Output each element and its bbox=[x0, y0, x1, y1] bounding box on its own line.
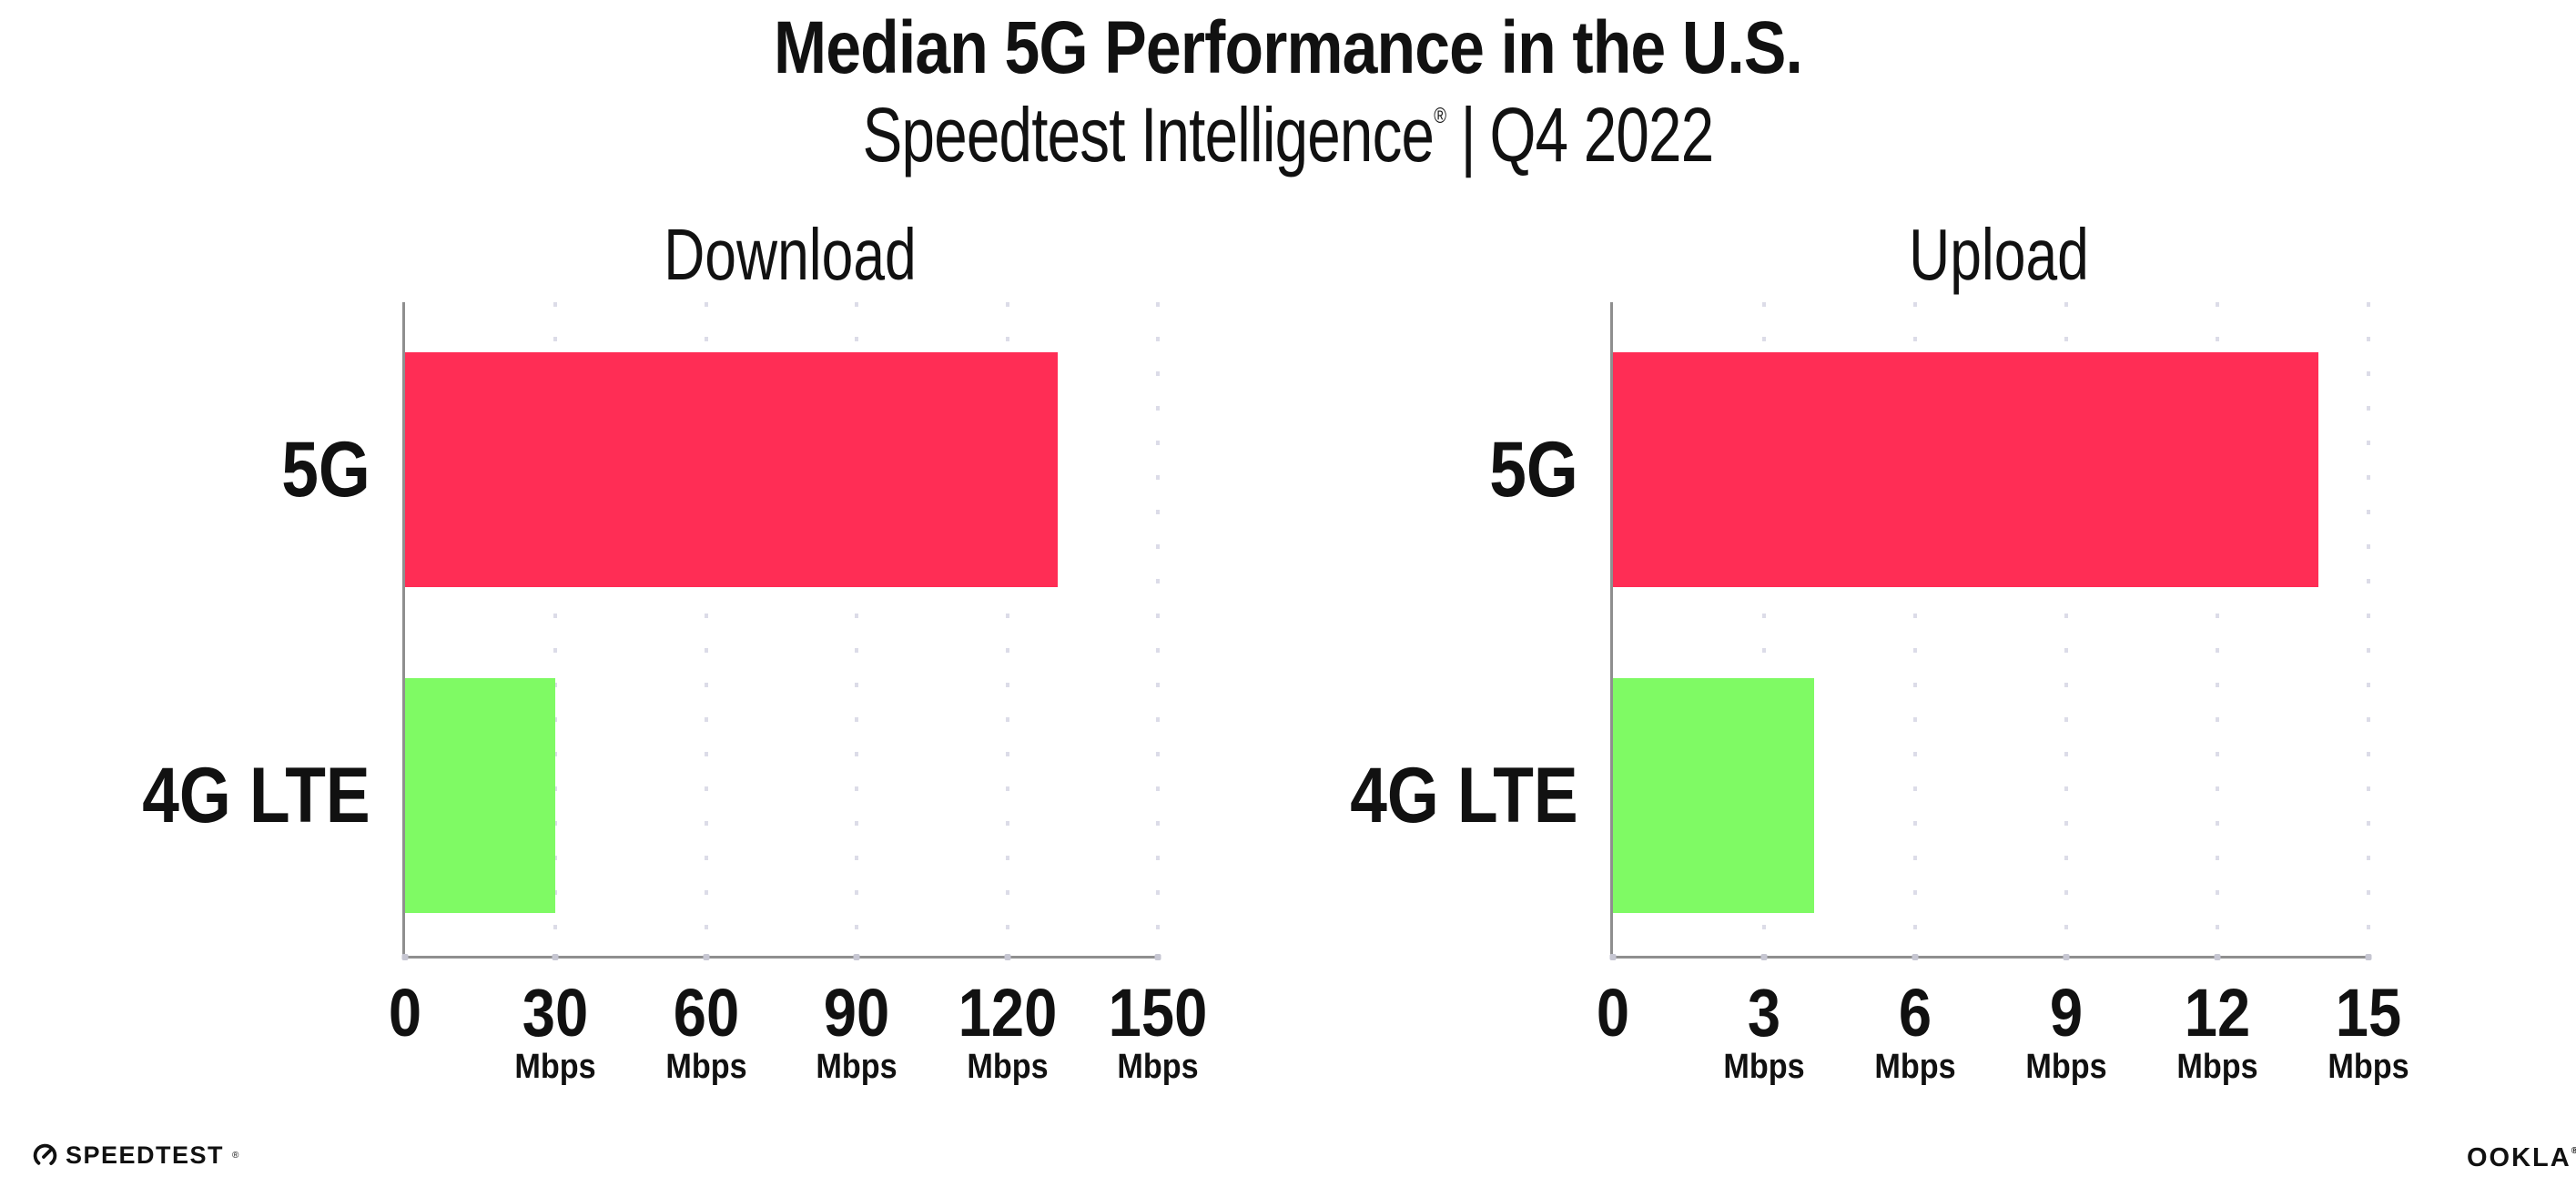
speedtest-logo-text: SPEEDTEST bbox=[66, 1141, 225, 1169]
subtitle-brand: Speedtest Intelligence bbox=[862, 92, 1435, 178]
upload-x-tick-label-12: 12 bbox=[2184, 975, 2251, 1050]
download-chart-title: Download bbox=[664, 214, 917, 295]
download-gridline-90 bbox=[855, 302, 859, 956]
download-x-tick-unit-150: Mbps bbox=[1117, 1048, 1199, 1086]
upload-5g-bar bbox=[1613, 352, 2318, 587]
registered-trademark-icon: ® bbox=[1434, 104, 1447, 128]
download-x-tick-unit-120: Mbps bbox=[966, 1048, 1049, 1086]
ookla-logo: OOKLA® bbox=[2467, 1145, 2576, 1172]
download-x-tick-label-30: 30 bbox=[522, 975, 589, 1050]
download-axis-tick-dot-30 bbox=[552, 954, 559, 960]
subtitle-period: Q4 2022 bbox=[1489, 92, 1714, 178]
download-x-tick-label-150: 150 bbox=[1108, 975, 1208, 1050]
download-x-tick-label-120: 120 bbox=[958, 975, 1057, 1050]
upload-axis-tick-dot-9 bbox=[2063, 954, 2070, 960]
upload-x-tick-label-6: 6 bbox=[1898, 975, 1932, 1050]
upload-x-tick-unit-3: Mbps bbox=[1723, 1048, 1805, 1086]
upload-4g-lte-category-label: 4G LTE bbox=[1350, 752, 1578, 839]
upload-x-tick-label-15: 15 bbox=[2335, 975, 2402, 1050]
download-x-tick-unit-60: Mbps bbox=[665, 1048, 747, 1086]
upload-gridline-15 bbox=[2367, 302, 2370, 956]
ookla-logo-text: OOKLA bbox=[2467, 1143, 2571, 1172]
upload-4g-lte-bar bbox=[1613, 678, 1815, 913]
page-title: Median 5G Performance in the U.S. bbox=[773, 6, 1803, 89]
upload-axis-tick-dot-6 bbox=[1912, 954, 1919, 960]
download-gridline-120 bbox=[1005, 302, 1009, 956]
upload-5g-category-label: 5G bbox=[1489, 426, 1578, 513]
download-x-tick-label-90: 90 bbox=[823, 975, 890, 1050]
upload-x-tick-unit-15: Mbps bbox=[2328, 1048, 2409, 1086]
download-axis-tick-dot-0 bbox=[401, 954, 409, 960]
ookla-registered-mark-icon: ® bbox=[2571, 1146, 2576, 1156]
speedtest-logo: SPEEDTEST ® bbox=[33, 1143, 238, 1168]
upload-x-tick-unit-6: Mbps bbox=[1874, 1048, 1956, 1086]
gauge-icon bbox=[33, 1143, 57, 1168]
upload-gridline-9 bbox=[2064, 302, 2068, 956]
speedtest-registered-mark-icon: ® bbox=[232, 1151, 239, 1161]
subtitle-separator: | bbox=[1460, 92, 1476, 178]
download-4g-lte-bar bbox=[405, 678, 556, 913]
download-x-tick-label-60: 60 bbox=[673, 975, 740, 1050]
upload-axis-tick-dot-3 bbox=[1760, 954, 1768, 960]
download-gridline-60 bbox=[704, 302, 708, 956]
page-subtitle: Speedtest Intelligence® | Q4 2022 bbox=[863, 96, 1715, 173]
upload-gridline-3 bbox=[1762, 302, 1766, 956]
upload-gridline-12 bbox=[2216, 302, 2219, 956]
download-5g-bar bbox=[405, 352, 1058, 587]
download-x-tick-unit-90: Mbps bbox=[816, 1048, 898, 1086]
upload-plot: 0 3 Mbps 6 Mbps 9 Mbps 12 Mbps 15 Mbps 5G 4G LTE bbox=[1351, 302, 2409, 1084]
upload-x-tick-unit-9: Mbps bbox=[2025, 1048, 2107, 1086]
upload-x-tick-unit-12: Mbps bbox=[2176, 1048, 2258, 1086]
download-gridline-30 bbox=[553, 302, 558, 956]
upload-axis-tick-dot-12 bbox=[2214, 954, 2221, 960]
upload-x-tick-label-3: 3 bbox=[1747, 975, 1781, 1050]
download-x-tick-unit-30: Mbps bbox=[514, 1048, 597, 1086]
download-4g-lte-category-label: 4G LTE bbox=[142, 752, 370, 839]
download-axis-tick-dot-60 bbox=[703, 954, 710, 960]
download-plot: 0 30 Mbps 60 Mbps 90 Mbps 120 Mbps 150 Mbps 5G 4G LT… bbox=[143, 302, 1207, 1084]
upload-x-tick-label-9: 9 bbox=[2049, 975, 2084, 1050]
upload-gridline-6 bbox=[1913, 302, 1917, 956]
upload-axis-tick-dot-0 bbox=[1609, 954, 1617, 960]
download-x-tick-label-0: 0 bbox=[388, 975, 422, 1050]
download-5g-category-label: 5G bbox=[281, 426, 370, 513]
upload-chart-title: Upload bbox=[1909, 214, 2089, 295]
upload-x-tick-label-0: 0 bbox=[1596, 975, 1630, 1050]
upload-axis-tick-dot-15 bbox=[2365, 954, 2372, 960]
download-axis-tick-dot-90 bbox=[853, 954, 860, 960]
download-axis-tick-dot-150 bbox=[1154, 954, 1161, 960]
download-axis-tick-dot-120 bbox=[1004, 954, 1011, 960]
download-gridline-150 bbox=[1156, 302, 1160, 956]
